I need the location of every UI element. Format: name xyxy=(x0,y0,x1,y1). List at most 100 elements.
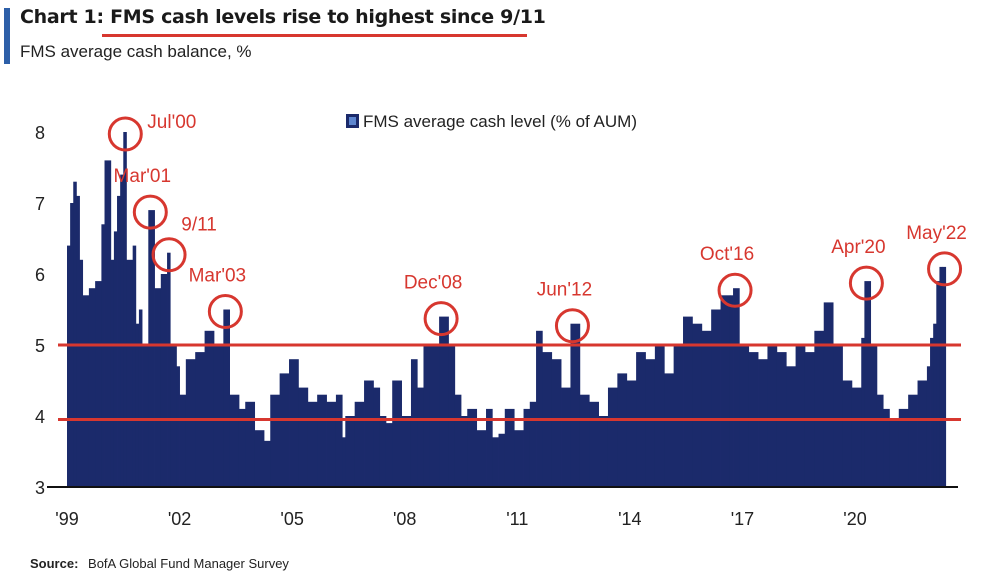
annotation-circle xyxy=(132,194,168,230)
bar xyxy=(76,195,80,487)
bar xyxy=(504,408,515,487)
bar xyxy=(467,408,478,487)
bar xyxy=(498,433,506,487)
bar xyxy=(795,345,806,487)
bar xyxy=(876,394,884,487)
bar xyxy=(523,408,531,487)
bar xyxy=(842,380,853,487)
bar xyxy=(429,345,440,487)
bar xyxy=(729,295,734,487)
bar xyxy=(345,416,356,487)
bar xyxy=(88,288,96,487)
x-tick-label: '11 xyxy=(506,509,528,529)
bar xyxy=(126,259,134,487)
bar xyxy=(529,401,537,487)
bar xyxy=(758,359,768,487)
bar xyxy=(936,281,940,487)
x-tick-label: '02 xyxy=(168,509,191,529)
annotation-label: Apr'20 xyxy=(831,237,885,258)
bar xyxy=(933,323,937,487)
annotation-label: Dec'08 xyxy=(404,273,463,294)
bar xyxy=(101,224,105,488)
bar xyxy=(67,245,71,487)
annotation-circle xyxy=(717,272,753,308)
bar xyxy=(870,345,878,487)
bar xyxy=(786,366,796,487)
bar xyxy=(692,323,703,487)
bar xyxy=(423,345,431,487)
title-accent-bar xyxy=(4,8,10,64)
annotation-circle xyxy=(151,237,187,273)
bar xyxy=(626,380,637,487)
bar xyxy=(79,259,84,487)
bar xyxy=(439,316,449,487)
annotation-label: Jul'00 xyxy=(147,112,196,133)
x-tick-label: '14 xyxy=(618,509,641,529)
title-underline xyxy=(102,34,527,37)
y-tick-label: 5 xyxy=(35,336,45,356)
bar xyxy=(683,316,693,487)
bar xyxy=(739,345,750,487)
bar xyxy=(132,245,137,487)
bar xyxy=(307,401,318,487)
bar xyxy=(364,380,374,487)
bar xyxy=(270,394,281,487)
bar xyxy=(373,387,381,487)
bar xyxy=(160,274,168,487)
bar-series xyxy=(67,132,947,488)
bar xyxy=(917,380,928,487)
bar xyxy=(851,387,862,487)
bar xyxy=(417,387,424,487)
annotation-circle xyxy=(848,265,884,301)
bar xyxy=(264,440,271,487)
bar xyxy=(476,430,487,487)
bar xyxy=(185,359,196,487)
bar xyxy=(229,394,240,487)
bar xyxy=(179,394,187,487)
y-tick-label: 3 xyxy=(35,478,45,498)
chart-legend: FMS average cash level (% of AUM) xyxy=(346,112,637,131)
bar xyxy=(385,423,393,487)
bar xyxy=(167,252,171,487)
x-tick-label: '05 xyxy=(280,509,303,529)
y-tick-label: 4 xyxy=(35,407,45,427)
y-tick-label: 8 xyxy=(35,123,45,143)
bar xyxy=(279,373,290,487)
chart-title: Chart 1: FMS cash levels rise to highest… xyxy=(20,6,546,28)
bar xyxy=(82,295,90,487)
bar xyxy=(645,359,656,487)
bar xyxy=(317,394,327,487)
bar xyxy=(335,394,343,487)
reference-lines xyxy=(58,343,961,422)
bar xyxy=(551,359,562,487)
chart-annotations: Jul'00 Mar'01 9/11 Mar'03 Dec'08 Jun'12 Oct'16… xyxy=(107,112,967,344)
annotation-label: Mar'01 xyxy=(114,166,171,187)
bar xyxy=(607,387,618,487)
bar xyxy=(570,323,581,487)
bar xyxy=(110,259,115,487)
chart-title-text: FMS cash levels rise to highest since 9/… xyxy=(110,6,546,28)
bar xyxy=(664,373,675,487)
y-tick-label: 7 xyxy=(35,194,45,214)
bar xyxy=(908,394,918,487)
bar xyxy=(814,330,825,487)
bar xyxy=(238,408,246,487)
bar xyxy=(342,437,346,487)
source-label: Source: xyxy=(30,556,79,571)
bar xyxy=(73,181,77,487)
annotation-circle xyxy=(554,308,590,344)
annotation-label: Jun'12 xyxy=(537,280,592,301)
y-axis-ticks: 3 4 5 6 7 8 xyxy=(35,123,45,498)
bar xyxy=(711,309,721,487)
bar xyxy=(170,345,177,487)
x-tick-label: '99 xyxy=(55,509,78,529)
bar xyxy=(176,366,180,487)
bar xyxy=(204,330,215,487)
bar xyxy=(354,401,365,487)
bar xyxy=(461,416,468,487)
bar xyxy=(701,330,712,487)
chart-number: Chart 1: xyxy=(20,6,104,28)
bar xyxy=(733,288,740,487)
bar xyxy=(942,266,947,487)
bar xyxy=(864,281,872,487)
